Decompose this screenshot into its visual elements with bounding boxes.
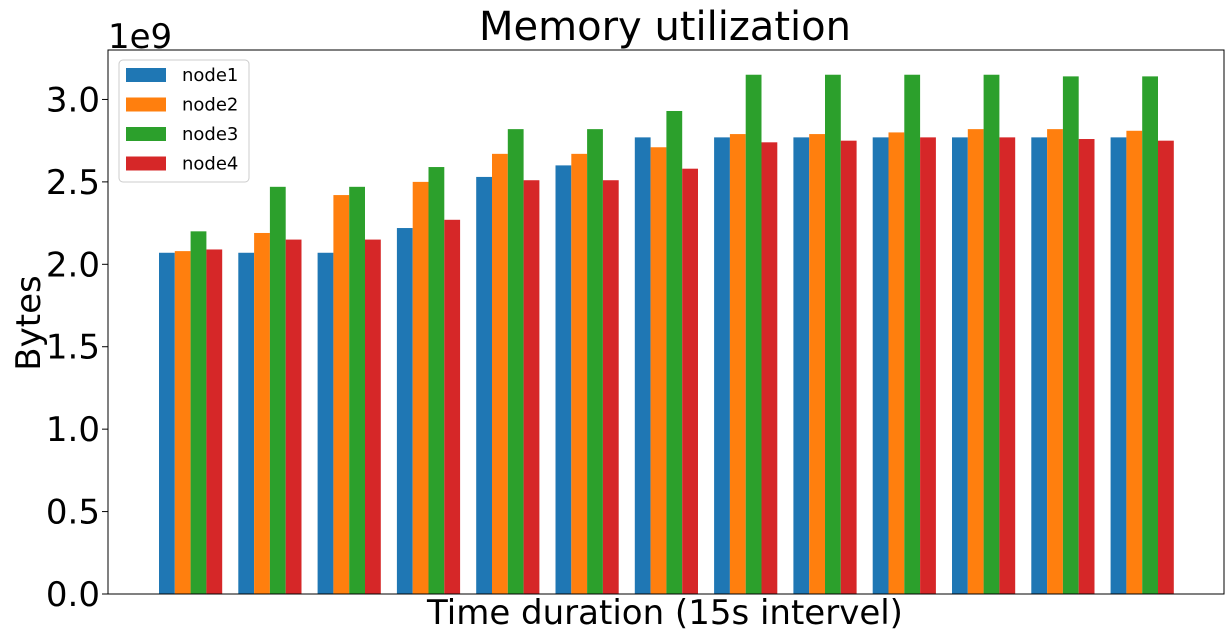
plot-frame [107, 49, 1225, 595]
bar-node1-2 [238, 252, 255, 594]
bar-node4-1 [206, 249, 223, 594]
bar-node1-1 [159, 252, 175, 594]
bar-node4-3 [365, 239, 381, 594]
bar-node3-12 [1062, 76, 1079, 594]
bar-node2-4 [412, 181, 429, 594]
bar-node4-6 [602, 180, 619, 595]
y-tick-label: 2.5 [46, 163, 100, 203]
bar-node3-5 [507, 129, 524, 594]
bar-node1-4 [396, 228, 413, 595]
bars-group [159, 74, 1174, 595]
bar-node3-10 [904, 74, 921, 595]
bar-node4-7 [682, 168, 698, 594]
x-axis-label: Time duration (15s intervel) [426, 593, 903, 633]
bar-node3-11 [983, 74, 1000, 595]
bar-node2-1 [174, 251, 191, 594]
legend-label-node1: node1 [182, 65, 238, 86]
legend-swatch-node2 [126, 97, 166, 112]
y-axis-label: Bytes [9, 275, 49, 370]
legend: node1 node2 node3 node4 [118, 59, 250, 183]
bar-node3-6 [587, 129, 603, 594]
y-tick-label: 1.5 [46, 328, 100, 368]
y-axis-offset-label: 1e9 [108, 17, 172, 57]
bar-node2-5 [492, 153, 508, 594]
legend-label-node4: node4 [182, 154, 238, 175]
legend-swatch-node4 [126, 156, 166, 171]
bar-node2-2 [254, 232, 270, 595]
bar-node1-10 [872, 137, 889, 594]
y-tick-label: 3.0 [46, 80, 100, 120]
bar-node1-3 [317, 252, 334, 594]
bar-node4-8 [761, 142, 778, 594]
bar-node2-7 [650, 147, 667, 594]
bar-node2-12 [1047, 129, 1063, 594]
bar-node1-9 [793, 137, 810, 594]
y-tick-label: 0.0 [46, 575, 100, 615]
bar-node3-4 [428, 167, 445, 595]
bar-node3-7 [666, 110, 683, 595]
bar-node3-8 [745, 74, 762, 595]
bar-node3-3 [349, 186, 365, 594]
bar-node1-11 [952, 137, 968, 594]
bar-node4-4 [444, 219, 461, 595]
bar-node1-7 [634, 137, 651, 594]
bar-node4-11 [999, 137, 1016, 594]
bar-node2-6 [571, 153, 588, 594]
legend-swatch-node3 [126, 127, 166, 141]
bar-node1-13 [1110, 137, 1127, 594]
chart-title: Memory utilization [479, 4, 851, 50]
legend-label-node2: node2 [182, 95, 238, 116]
bar-node3-13 [1142, 76, 1158, 594]
bar-node3-9 [825, 74, 841, 595]
bar-node2-10 [888, 132, 905, 595]
bar-node2-11 [967, 129, 984, 594]
y-tick-label: 2.0 [46, 245, 100, 285]
bar-node4-9 [840, 140, 857, 595]
bar-node1-12 [1031, 137, 1048, 594]
bar-node1-5 [476, 176, 492, 594]
y-axis-ticks: 0.0 0.5 1.0 1.5 2.0 2.5 3.0 [46, 80, 108, 615]
bar-node4-12 [1078, 139, 1095, 594]
bar-node1-6 [555, 165, 572, 594]
bar-node4-10 [920, 137, 936, 594]
bar-node2-13 [1126, 130, 1143, 594]
bar-node4-2 [285, 239, 302, 594]
bar-node2-9 [809, 134, 825, 594]
bar-node2-3 [333, 195, 350, 594]
y-tick-label: 1.0 [46, 410, 100, 450]
legend-label-node3: node3 [182, 124, 238, 145]
y-tick-label: 0.5 [46, 493, 100, 533]
bar-node2-8 [729, 134, 746, 594]
bar-node1-8 [714, 137, 730, 594]
bar-node4-13 [1158, 140, 1174, 595]
legend-swatch-node1 [126, 68, 166, 82]
bar-node4-5 [523, 180, 540, 595]
bar-node3-2 [269, 186, 286, 594]
legend-box [118, 59, 250, 183]
bar-node3-1 [190, 231, 207, 594]
